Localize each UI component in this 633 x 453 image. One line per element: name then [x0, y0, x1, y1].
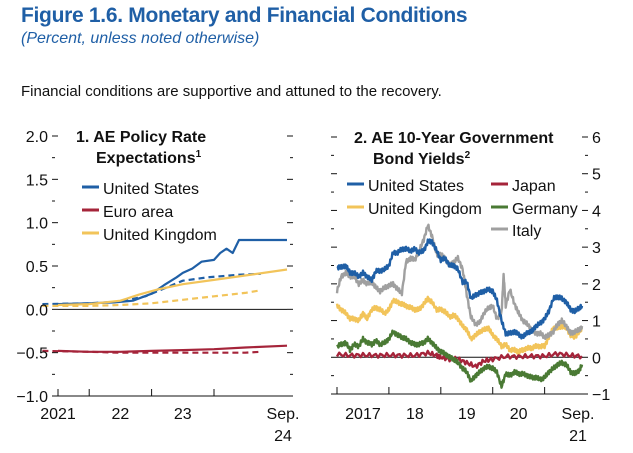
series-line-united-states [57, 238, 287, 306]
panel2-ticks: −1 0 1 2 3 4 5 6 2017 18 19 20 Sep. 21 [331, 130, 610, 445]
x-tick-label: 18 [406, 406, 424, 423]
y-tick-label: 3 [592, 240, 601, 257]
panel1-ticks: −1.0 −0.5 0.0 0.5 1.0 1.5 2.0 2021 22 23 Sep. 24 [16, 129, 299, 445]
y-tick-label: −0.5 [16, 346, 48, 363]
panel2-title-line2: Bond Yields2 [373, 150, 471, 168]
legend-label-united-states: United States [103, 181, 199, 198]
panel2-title-text: Bond Yields [373, 151, 465, 168]
y-tick-label: 2 [592, 277, 601, 294]
panel1-legend: United States Euro area United Kingdom [82, 181, 217, 244]
y-tick-label: 6 [592, 130, 601, 147]
series-line-italy [335, 223, 584, 341]
x-tick-label: 19 [458, 406, 476, 423]
y-tick-label: 1 [592, 314, 601, 331]
panel2-legend: United States United Kingdom Japan Germa… [347, 178, 578, 240]
x-tick-label: 2017 [345, 406, 381, 423]
panel1-title-line1: 1. AE Policy Rate [76, 129, 206, 146]
x-tick-label: Sep. [562, 406, 595, 423]
panel2-series-group [335, 223, 584, 389]
series-line-germany [336, 329, 584, 389]
series-line-united-states [336, 238, 584, 340]
x-tick-label: 2021 [40, 406, 76, 423]
panel1-title-text: Expectations [96, 150, 196, 167]
figure-title: Figure 1.6. Monetary and Financial Condi… [21, 4, 468, 27]
figure-caption: Financial conditions are supportive and … [21, 83, 442, 100]
panel2-title-line1: 2. AE 10-Year Government [354, 130, 554, 147]
legend-label-united-kingdom: United Kingdom [368, 201, 482, 218]
legend-label-euro-area: Euro area [103, 204, 173, 221]
series-line-united-kingdom-earlier [42, 289, 261, 307]
panel1-series-group [42, 238, 288, 354]
series-line-euro-area-earlier [42, 349, 261, 354]
y-tick-label: 0 [592, 350, 601, 367]
x-tick-label: 23 [174, 406, 192, 423]
y-tick-label: −1.0 [16, 389, 48, 406]
panel-policy-rate-expectations: −1.0 −0.5 0.0 0.5 1.0 1.5 2.0 2021 22 23 Sep. 24 1.… [16, 129, 299, 445]
panel2-title-footnote: 2 [465, 150, 471, 161]
y-tick-label: 0.5 [26, 259, 48, 276]
figure-subtitle: (Percent, unless noted otherwise) [21, 30, 260, 47]
y-tick-label: −1 [592, 387, 610, 404]
y-tick-label: 5 [592, 167, 601, 184]
legend-label-italy: Italy [512, 223, 541, 240]
legend-label-germany: Germany [512, 201, 578, 218]
panel1-title-line2: Expectations1 [96, 149, 202, 167]
x-tick-label-year: 24 [274, 428, 292, 445]
y-tick-label: 1.5 [26, 172, 48, 189]
x-tick-label: Sep. [267, 406, 300, 423]
panel1-title-footnote: 1 [196, 149, 202, 160]
legend-label-united-states: United States [368, 178, 464, 195]
y-tick-label: 0.0 [26, 302, 48, 319]
legend-label-united-kingdom: United Kingdom [103, 227, 217, 244]
series-line-euro-area [57, 344, 288, 353]
x-tick-label: 22 [111, 406, 129, 423]
series-line-united-kingdom [335, 295, 583, 355]
panel-bond-yields: −1 0 1 2 3 4 5 6 2017 18 19 20 Sep. 21 2. AE 10-Year … [331, 130, 610, 445]
legend-label-japan: Japan [512, 178, 556, 195]
x-tick-label: 20 [510, 406, 528, 423]
y-tick-label: 4 [592, 203, 601, 220]
y-tick-label: 1.0 [26, 216, 48, 233]
series-line-united-kingdom [57, 268, 288, 307]
y-tick-label: 2.0 [26, 129, 48, 146]
x-tick-label-year: 21 [569, 428, 587, 445]
